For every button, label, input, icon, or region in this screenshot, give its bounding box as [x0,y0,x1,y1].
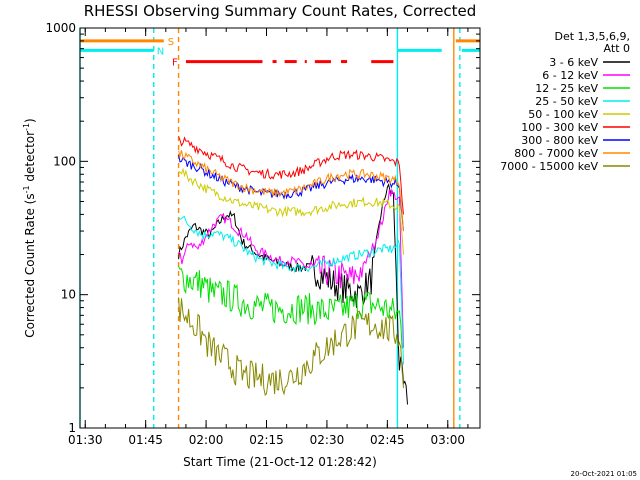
y-tick-label-1: 10 [61,288,76,302]
series-line-5 [178,136,404,215]
x-tick-label-0: 01:30 [68,433,103,447]
legend-label-5: 100 - 300 keV [521,121,598,134]
x-tick-label-4: 02:30 [310,433,345,447]
x-tick-label-2: 02:00 [189,433,224,447]
legend-label-7: 800 - 7000 keV [514,147,598,160]
legend-label-3: 25 - 50 keV [535,95,598,108]
x-tick-label-6: 03:00 [430,433,465,447]
series-line-2 [178,266,404,349]
series-line-6 [178,155,404,232]
legend-label-8: 7000 - 15000 keV [500,160,598,173]
legend-header-1: Att 0 [604,42,630,55]
series-line-8 [178,297,404,396]
flag-label-f: F [172,58,178,69]
y-axis-label-part-2: detector [23,131,37,186]
footer-timestamp: 20-Oct-2021 01:05 [571,470,637,478]
series-line-4 [178,167,404,255]
series-line-3 [178,215,404,365]
flag-label-n: N [157,46,164,57]
x-tick-label-5: 02:45 [370,433,405,447]
legend-label-0: 3 - 6 keV [549,56,598,69]
y-tick-label-3: 1000 [45,21,76,35]
y-axis-label-part-1: -1 [22,185,31,193]
chart-title: RHESSI Observing Summary Count Rates, Co… [84,2,477,20]
plot-area: SNF 01:30 01:45 02:00 02:15 02:30 02:45 03:00 1 1… [45,21,481,447]
y-axis-label-part-3: -1 [22,123,31,131]
x-axis-label: Start Time (21-Oct-12 01:28:42) [183,455,377,469]
series-line-7 [178,150,404,232]
legend-label-6: 300 - 800 keV [521,134,598,147]
y-axis-label: Corrected Count Rate (s-1 detector-1) [22,118,37,337]
legend-label-2: 12 - 25 keV [535,82,598,95]
legend-label-1: 6 - 12 keV [542,69,598,82]
legend-label-4: 50 - 100 keV [528,108,598,121]
flag-label-s: S [168,37,174,48]
series-line-1 [178,188,404,348]
y-tick-label-2: 100 [53,154,76,168]
y-axis-label-part-0: Corrected Count Rate (s [23,193,37,337]
plot-frame [79,27,481,429]
y-axis-label-part-4: ) [23,118,37,123]
x-tick-label-1: 01:45 [128,433,163,447]
legend-header-0: Det 1,3,5,6,9, [554,30,630,43]
x-tick-label-3: 02:15 [249,433,284,447]
y-tick-label-0: 1 [68,421,76,435]
